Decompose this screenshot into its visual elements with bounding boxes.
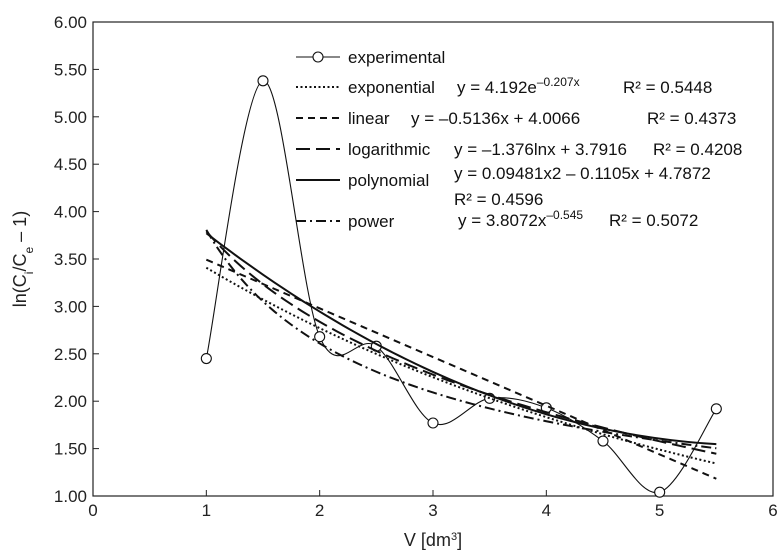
power-trendline xyxy=(205,229,717,450)
x-tick-label: 3 xyxy=(428,501,437,520)
power-equation: y = 3.8072x–0.545 xyxy=(458,208,583,230)
y-tick-label: 3.00 xyxy=(54,297,87,316)
polynomial-equation: y = 0.09481x2 – 0.1105x + 4.7872 xyxy=(454,164,711,183)
linear-trendline xyxy=(205,258,717,480)
legend-label-linear: linear xyxy=(348,109,390,128)
experimental-point xyxy=(314,331,326,343)
y-tick-label: 2.50 xyxy=(54,345,87,364)
y-tick-label: 5.50 xyxy=(54,60,87,79)
exponential-trendline xyxy=(205,266,717,465)
y-tick-label: 3.50 xyxy=(54,250,87,269)
y-tick-label: 6.00 xyxy=(54,13,87,32)
axes: 0 1 2 3 4 5 6 1.00 1.50 2.00 2.50 3.00 3.50 4.00 4.50 5… xyxy=(10,13,778,550)
y-tick-label: 5.00 xyxy=(54,108,87,127)
power-r2: R² = 0.5072 xyxy=(609,211,698,230)
x-tick-label: 2 xyxy=(315,501,324,520)
y-tick-label: 1.50 xyxy=(54,440,87,459)
experimental-point xyxy=(257,75,269,87)
polynomial-trendline xyxy=(205,232,717,446)
legend-label-logarithmic: logarithmic xyxy=(348,140,431,159)
y-tick-label: 4.50 xyxy=(54,155,87,174)
legend: experimental exponential linear logarithmic… xyxy=(296,48,742,231)
series-layer xyxy=(200,75,722,498)
x-axis-title: V [dm3] xyxy=(404,530,462,550)
linear-equation: y = –0.5136x + 4.0066 xyxy=(411,109,580,128)
x-tick-label: 4 xyxy=(542,501,551,520)
y-tick-label: 1.00 xyxy=(54,487,87,506)
x-tick-label: 5 xyxy=(655,501,664,520)
x-tick-label: 0 xyxy=(88,501,97,520)
polynomial-r2: R² = 0.4596 xyxy=(454,190,543,209)
legend-marker-experimental xyxy=(312,51,324,63)
experimental-point xyxy=(597,435,609,447)
logarithmic-r2: R² = 0.4208 xyxy=(653,140,742,159)
y-tick-label: 2.00 xyxy=(54,392,87,411)
legend-label-power: power xyxy=(348,212,395,231)
x-tick-label: 6 xyxy=(768,501,777,520)
experimental-point xyxy=(427,417,439,429)
experimental-point xyxy=(710,403,722,415)
exponential-r2: R² = 0.5448 xyxy=(623,78,712,97)
y-tick-label: 4.00 xyxy=(54,203,87,222)
experimental-point xyxy=(654,486,666,498)
linear-r2: R² = 0.4373 xyxy=(647,109,736,128)
legend-label-experimental: experimental xyxy=(348,48,445,67)
legend-label-exponential: exponential xyxy=(348,78,435,97)
x-tick-label: 1 xyxy=(202,501,211,520)
legend-label-polynomial: polynomial xyxy=(348,171,429,190)
experimental-point xyxy=(200,352,212,365)
logarithmic-trendline xyxy=(205,230,717,455)
logarithmic-equation: y = –1.376lnx + 3.7916 xyxy=(454,140,627,159)
y-axis-title: ln(Ci/Ce – 1) xyxy=(10,211,36,307)
exponential-equation: y = 4.192e–0.207x xyxy=(457,75,580,97)
